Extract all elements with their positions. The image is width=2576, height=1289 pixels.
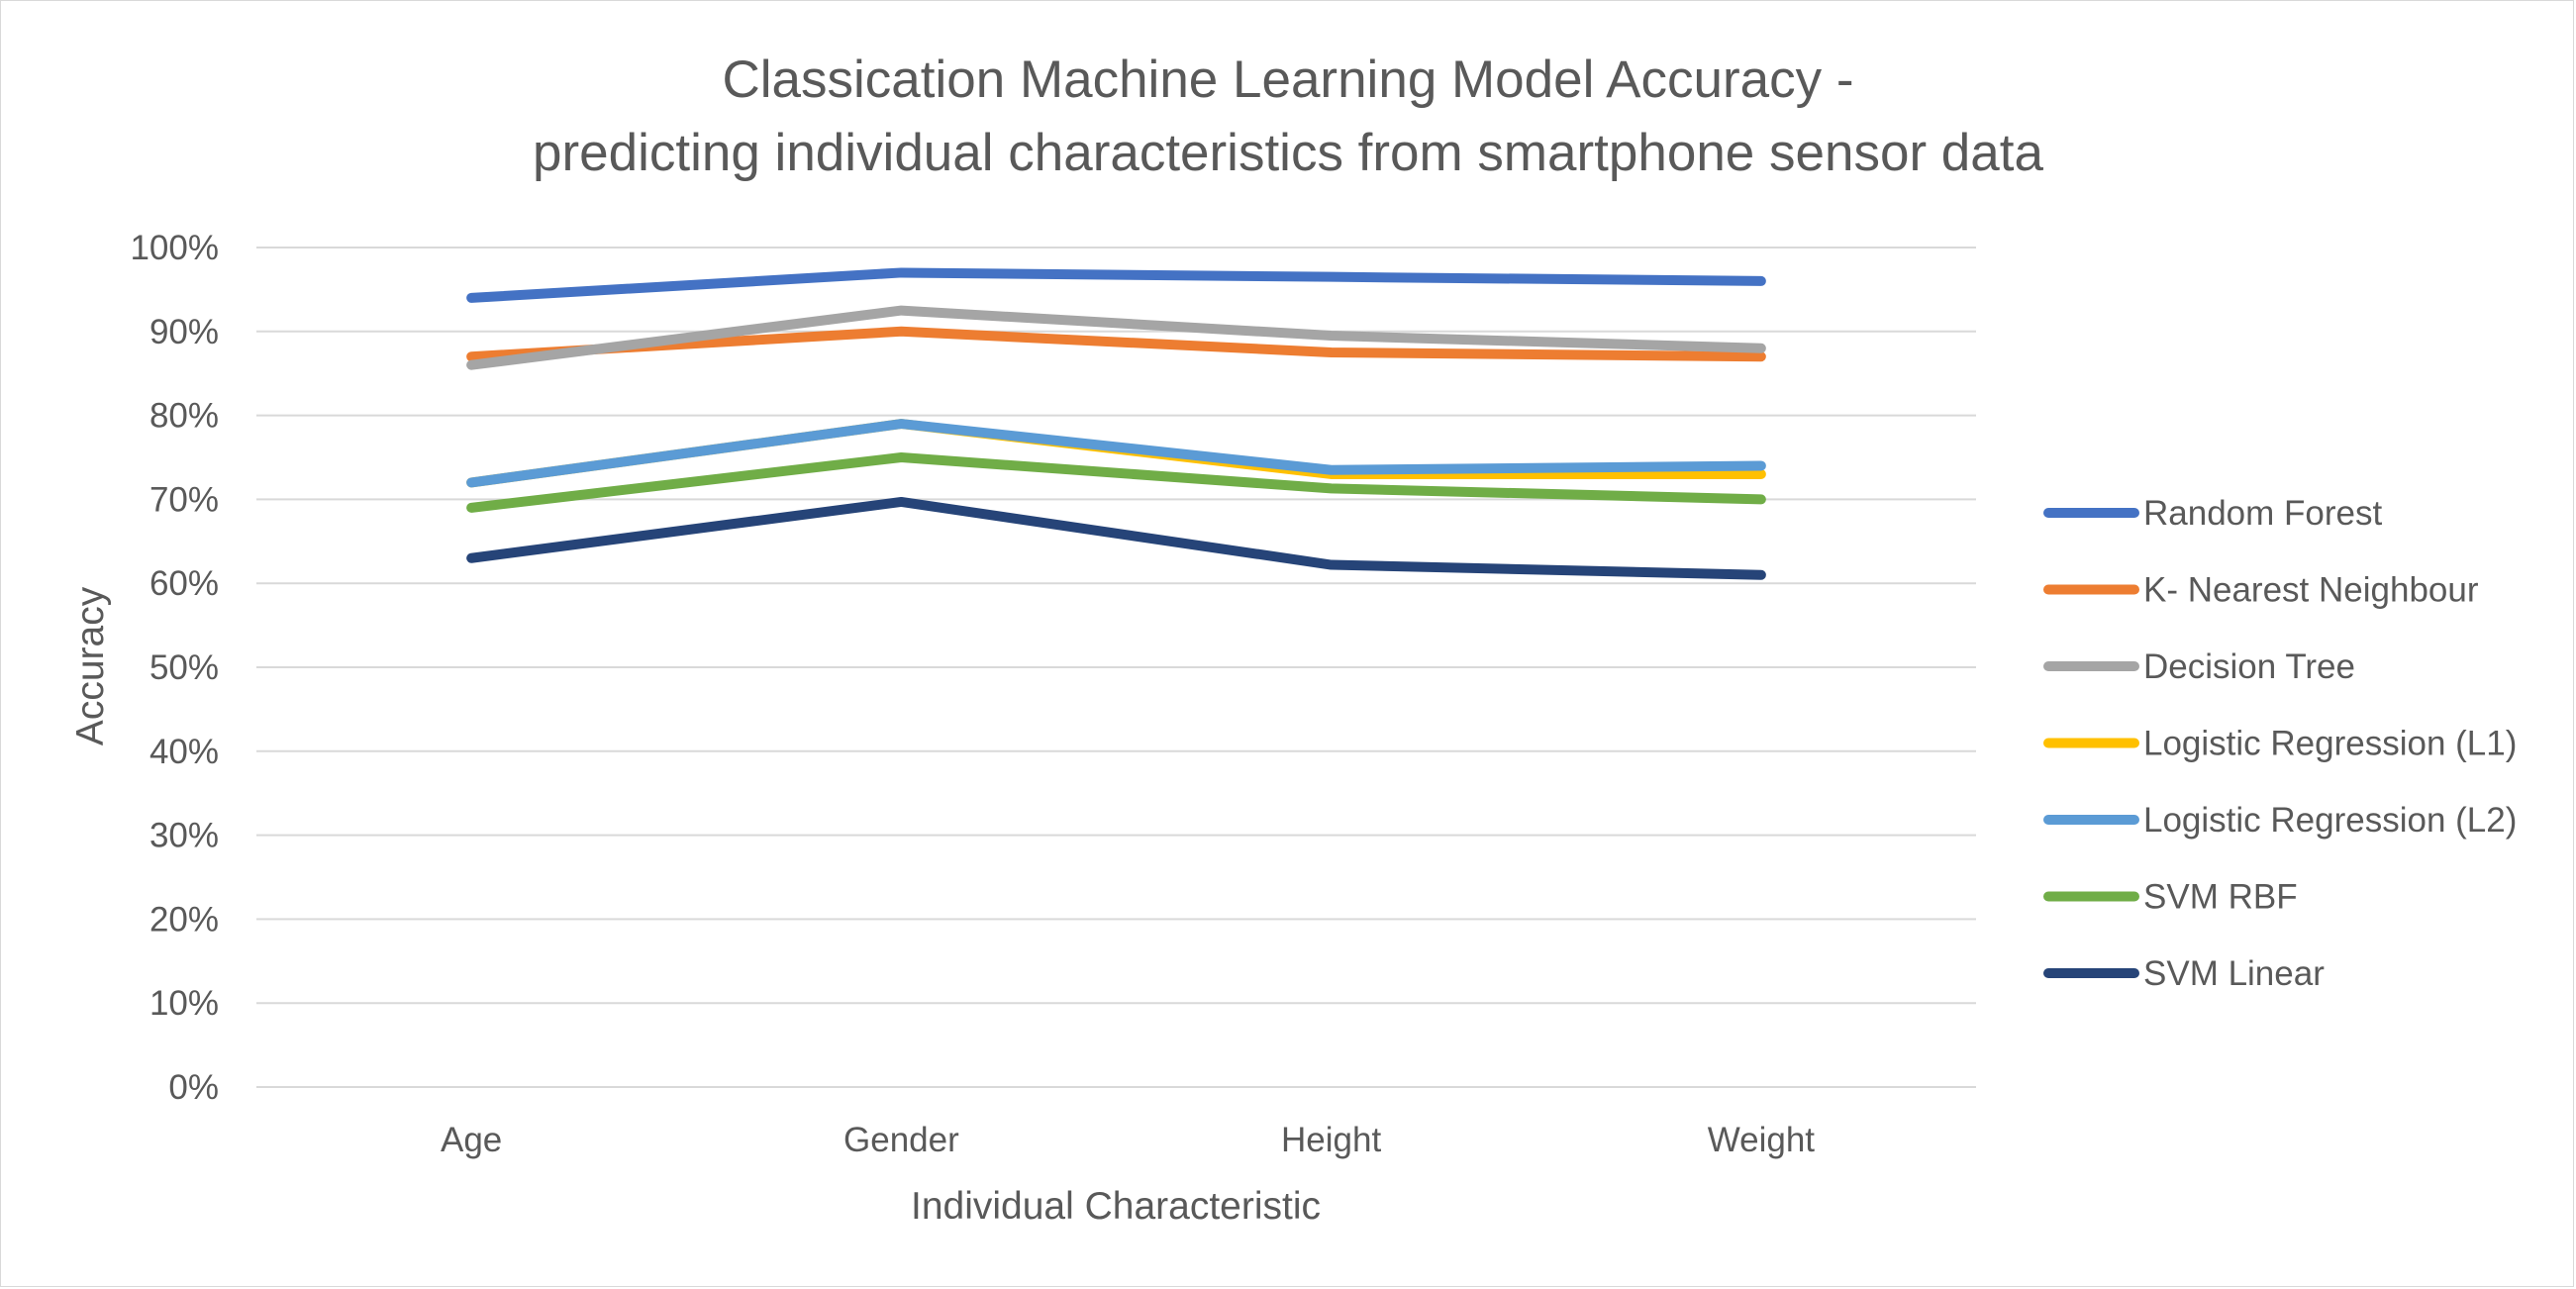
y-tick-label: 0%	[168, 1068, 219, 1107]
y-tick-label: 40%	[149, 733, 219, 771]
y-tick-label: 20%	[149, 900, 219, 939]
x-tick-label: Gender	[843, 1121, 959, 1159]
series-lines	[466, 267, 1766, 580]
y-tick-label: 100%	[130, 229, 219, 267]
series-line-svm-linear	[466, 496, 1766, 580]
y-tick-label: 90%	[149, 313, 219, 351]
legend-label-logistic-regression-l1: Logistic Regression (L1)	[2143, 725, 2517, 763]
x-tick-label: Age	[441, 1121, 502, 1159]
legend-label-random-forest: Random Forest	[2143, 494, 2382, 533]
legend-label-svm-rbf: SVM RBF	[2143, 878, 2298, 917]
x-axis-ticks: Age Gender Height Weight	[441, 1121, 1815, 1159]
legend-label-k-nearest-neighbour: K- Nearest Neighbour	[2143, 571, 2479, 610]
series-line-logistic-regression-l2	[466, 419, 1766, 488]
series-line-decision-tree	[466, 305, 1766, 370]
legend-label-svm-linear: SVM Linear	[2143, 954, 2325, 993]
series-line-k-nearest-neighbour	[466, 326, 1766, 362]
legend-label-decision-tree: Decision Tree	[2143, 647, 2355, 686]
chart-title-line-2: predicting individual characteristics fr…	[533, 124, 2043, 182]
y-tick-label: 50%	[149, 648, 219, 687]
y-tick-label: 70%	[149, 480, 219, 519]
x-tick-label: Height	[1281, 1121, 1381, 1159]
y-axis-title: Accuracy	[69, 586, 112, 745]
series-line-svm-rbf	[466, 452, 1766, 513]
y-tick-label: 10%	[149, 984, 219, 1023]
legend-label-logistic-regression-l2: Logistic Regression (L2)	[2143, 801, 2517, 840]
series-line-random-forest	[466, 267, 1766, 303]
y-axis-ticks: 0% 10% 20% 30% 40% 50% 60% 70% 80% 90% 100%	[130, 229, 219, 1107]
legend: Random Forest K- Nearest Neighbour Decisio…	[2043, 494, 2517, 993]
gridlines	[256, 247, 1976, 1088]
x-tick-label: Weight	[1708, 1121, 1816, 1159]
chart-title: Classication Machine Learning Model Accu…	[533, 50, 2043, 182]
y-tick-label: 80%	[149, 397, 219, 436]
y-tick-label: 30%	[149, 817, 219, 855]
chart-title-line-1: Classication Machine Learning Model Accu…	[723, 50, 1854, 109]
x-axis-title: Individual Characteristic	[911, 1185, 1321, 1228]
y-tick-label: 60%	[149, 564, 219, 603]
